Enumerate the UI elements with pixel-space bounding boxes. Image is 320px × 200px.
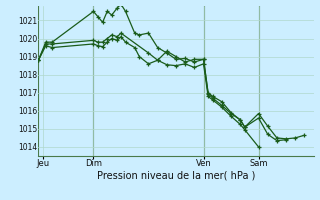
X-axis label: Pression niveau de la mer( hPa ): Pression niveau de la mer( hPa ) — [97, 171, 255, 181]
